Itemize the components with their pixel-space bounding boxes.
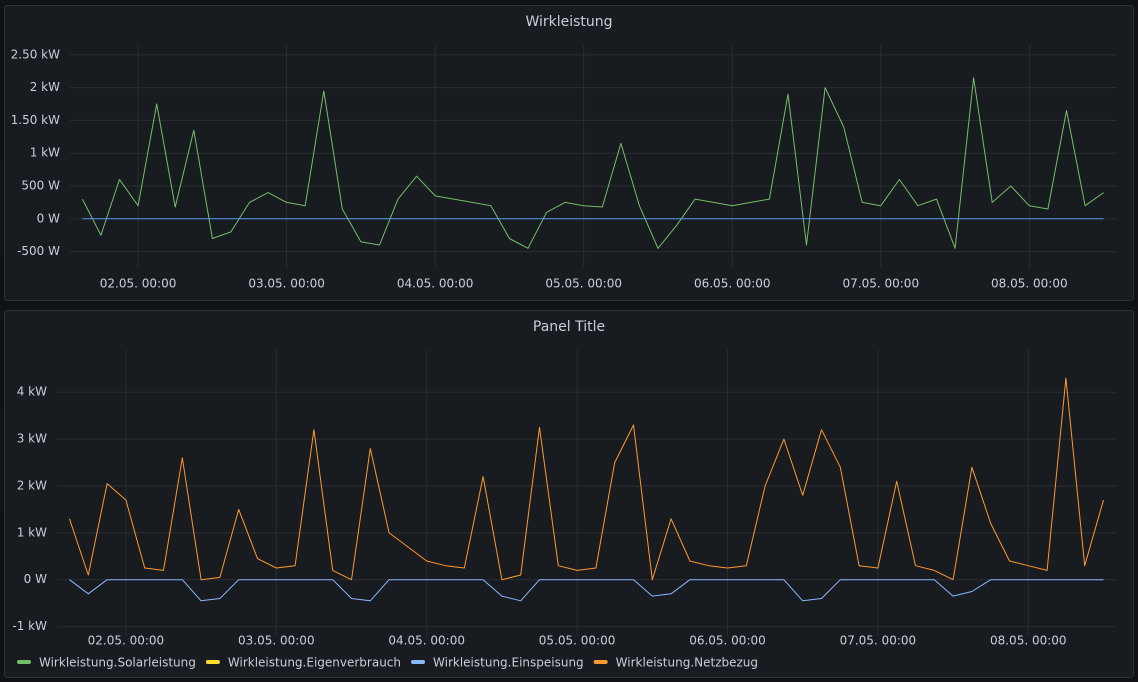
y-tick-label: 1 kW <box>17 525 47 539</box>
legend-label: Wirkleistung.Netzbezug <box>616 656 758 670</box>
series-line <box>69 579 1104 602</box>
legend-swatch <box>17 660 31 664</box>
x-tick-label: 07.05. 00:00 <box>840 634 917 648</box>
y-tick-label: -500 W <box>17 244 60 258</box>
legend-label: Wirkleistung.Solarleistung <box>39 656 196 670</box>
y-tick-label: 2.50 kW <box>11 47 60 61</box>
x-tick-label: 02.05. 00:00 <box>88 634 165 648</box>
legend-label: Wirkleistung.Einspeisung <box>433 656 584 670</box>
series-line <box>69 377 1104 581</box>
x-tick-label: 04.05. 00:00 <box>397 277 474 291</box>
x-tick-label: 06.05. 00:00 <box>689 634 766 648</box>
x-tick-label: 04.05. 00:00 <box>388 634 465 648</box>
x-tick-label: 08.05. 00:00 <box>990 634 1067 648</box>
y-tick-label: 500 W <box>21 179 60 193</box>
x-tick-label: 02.05. 00:00 <box>100 277 177 291</box>
y-tick-label: 2 kW <box>17 478 47 492</box>
panel-title: Wirkleistung <box>525 14 612 30</box>
y-tick-label: 1 kW <box>30 146 60 160</box>
x-tick-label: 07.05. 00:00 <box>843 277 920 291</box>
y-tick-label: 1.50 kW <box>11 113 60 127</box>
x-tick-label: 05.05. 00:00 <box>545 277 622 291</box>
series-line <box>81 77 1104 249</box>
panel <box>4 310 1134 678</box>
y-tick-label: 0 W <box>37 211 60 225</box>
x-tick-label: 08.05. 00:00 <box>991 277 1068 291</box>
legend-swatch <box>593 660 608 664</box>
y-tick-label: -1 kW <box>12 619 47 633</box>
x-tick-label: 03.05. 00:00 <box>238 634 315 648</box>
legend-label: Wirkleistung.Eigenverbrauch <box>228 656 401 670</box>
y-tick-label: 0 W <box>24 572 47 586</box>
x-tick-label: 06.05. 00:00 <box>694 277 771 291</box>
panel-title: Panel Title <box>533 319 605 335</box>
x-tick-label: 05.05. 00:00 <box>539 634 616 648</box>
x-tick-label: 03.05. 00:00 <box>248 277 325 291</box>
y-tick-label: 3 kW <box>17 432 47 446</box>
legend-swatch <box>411 660 426 664</box>
y-tick-label: 2 kW <box>30 80 60 94</box>
legend-swatch <box>205 660 220 664</box>
y-tick-label: 4 kW <box>17 385 47 399</box>
